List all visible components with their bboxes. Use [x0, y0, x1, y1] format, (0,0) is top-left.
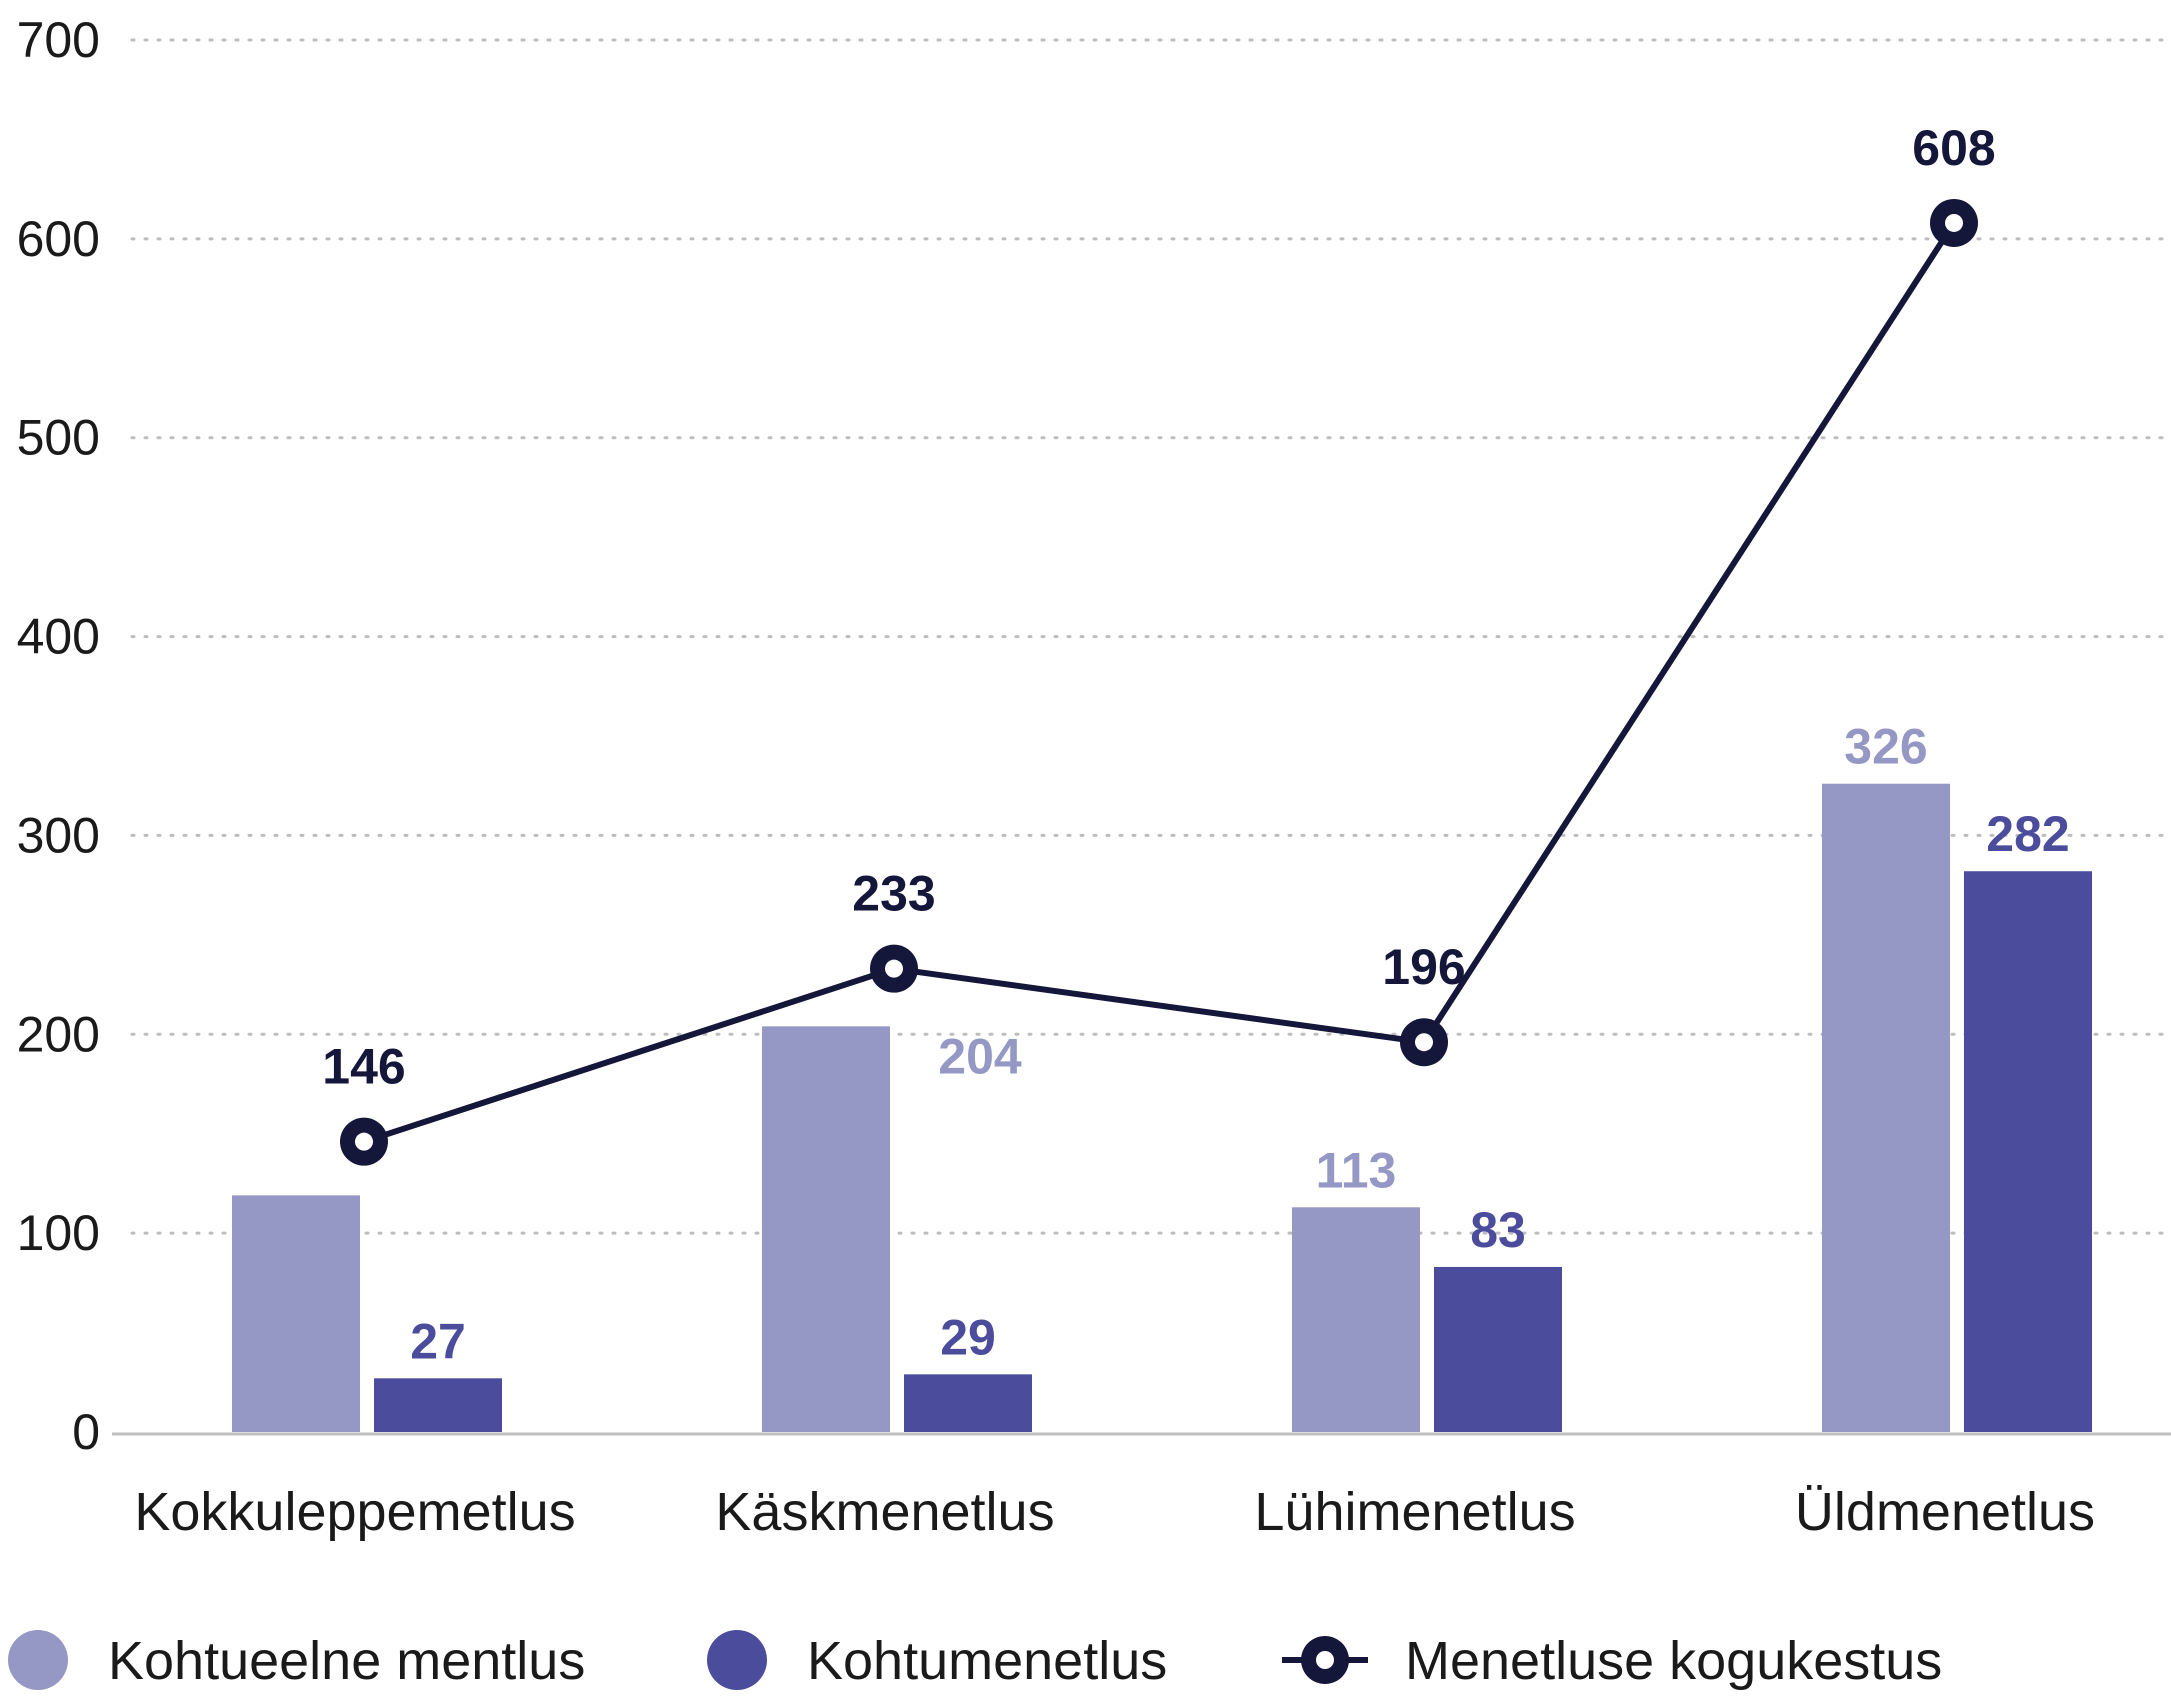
legend: Kohtueelne mentlus Kohtumenetlus Menetluse…: [8, 1630, 1942, 1691]
y-tick-label: 100: [17, 1205, 100, 1261]
bar-value-label: 29: [940, 1309, 996, 1365]
bar-kohtumenetlus: [1434, 1266, 1562, 1432]
y-tick-label: 0: [72, 1404, 100, 1460]
legend-label: Kohtumenetlus: [807, 1631, 1167, 1691]
line-value-label: 196: [1382, 939, 1465, 995]
bar-value-label: 204: [938, 1028, 1022, 1084]
y-tick-label: 700: [17, 12, 100, 68]
y-tick-label: 400: [17, 609, 100, 665]
bar-kohtueelne: [232, 1195, 360, 1432]
line-value-label: 146: [322, 1039, 405, 1095]
grid-lines: [130, 38, 2171, 1235]
y-tick-label: 600: [17, 211, 100, 267]
x-tick-label: Kokkuleppemetlus: [134, 1482, 575, 1542]
total-line-path: [363, 221, 1957, 1145]
total-line-marker-center: [1945, 213, 1963, 232]
bar-value-label: 326: [1844, 719, 1927, 775]
legend-swatch-kohtumenetlus: [707, 1630, 767, 1690]
data-labels: 204 113 326 27 29 83 282 146 233 196 608: [322, 120, 2069, 1369]
x-tick-label: Lühimenetlus: [1254, 1482, 1575, 1542]
x-axis: Kokkuleppemetlus Käskmenetlus Lühimenetlus…: [134, 1482, 2095, 1542]
line-value-label: 608: [1912, 120, 1995, 176]
bar-kohtumenetlus: [904, 1374, 1032, 1432]
bars: [232, 783, 2092, 1432]
bar-value-label: 282: [1986, 806, 2069, 862]
bar-kohtumenetlus: [374, 1378, 502, 1432]
line-value-label: 233: [852, 866, 935, 922]
bar-kohtumenetlus: [1964, 871, 2092, 1432]
legend-label: Menetluse kogukestus: [1405, 1631, 1942, 1691]
y-tick-label: 300: [17, 807, 100, 863]
bar-value-label: 83: [1470, 1202, 1526, 1258]
bar-value-label: 27: [410, 1313, 466, 1369]
total-line-marker-center: [1415, 1033, 1433, 1052]
legend-label: Kohtueelne mentlus: [108, 1631, 585, 1691]
bar-value-label: 113: [1316, 1142, 1397, 1198]
y-tick-label: 200: [17, 1006, 100, 1062]
y-tick-label: 500: [17, 410, 100, 466]
bar-kohtueelne: [1822, 783, 1950, 1432]
total-line: [340, 198, 1978, 1166]
bar-kohtueelne: [762, 1026, 890, 1432]
x-tick-label: Üldmenetlus: [1795, 1482, 2095, 1542]
bar-kohtueelne: [1292, 1207, 1420, 1432]
y-axis: 0 100 200 300 400 500 600 700: [17, 12, 100, 1460]
total-line-marker-center: [885, 959, 903, 978]
total-line-marker-center: [355, 1132, 373, 1151]
x-tick-label: Käskmenetlus: [715, 1482, 1054, 1542]
legend-swatch-kohtueelne: [8, 1630, 68, 1690]
legend-swatch-marker-center: [1316, 1651, 1334, 1669]
